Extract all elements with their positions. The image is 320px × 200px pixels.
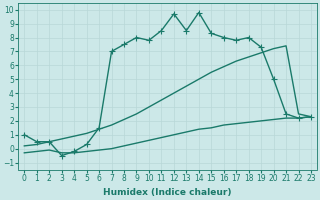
- X-axis label: Humidex (Indice chaleur): Humidex (Indice chaleur): [103, 188, 232, 197]
